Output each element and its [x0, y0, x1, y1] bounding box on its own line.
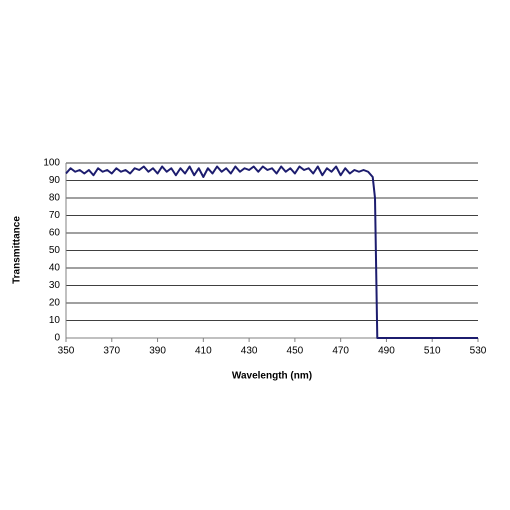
x-tick-label: 450 [287, 346, 304, 357]
y-tick-label: 60 [49, 228, 61, 239]
x-tick-label: 490 [378, 346, 395, 357]
x-axis-title: Wavelength (nm) [232, 371, 312, 382]
y-tick-label: 20 [49, 298, 61, 309]
y-tick-label: 0 [54, 333, 60, 344]
x-tick-label: 530 [470, 346, 487, 357]
y-tick-label: 90 [49, 175, 61, 186]
x-tick-label: 370 [103, 346, 120, 357]
data-line [65, 165, 478, 339]
y-tick-label: 50 [49, 245, 61, 256]
y-axis-title: Transmittance [12, 216, 23, 284]
x-tick-label: 350 [58, 346, 75, 357]
x-tick-label: 410 [195, 346, 212, 357]
x-tick-label: 430 [241, 346, 258, 357]
x-tick-label: 510 [424, 346, 441, 357]
x-tick-label: 390 [149, 346, 166, 357]
y-tick-label: 80 [49, 193, 61, 204]
x-tick-label: 470 [332, 346, 349, 357]
y-tick-label: 70 [49, 210, 61, 221]
y-tick-label: 30 [49, 280, 61, 291]
y-tick-label: 100 [43, 158, 60, 169]
y-tick-label: 10 [49, 315, 61, 326]
y-tick-label: 40 [49, 263, 61, 274]
